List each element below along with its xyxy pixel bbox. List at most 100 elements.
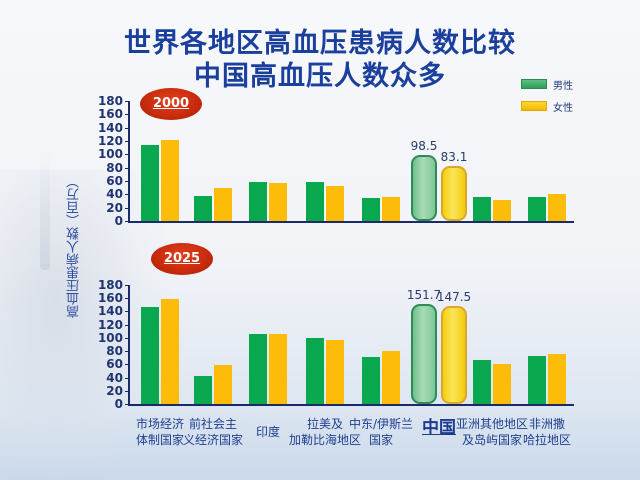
category-label-line2: 加勒比海地区 — [288, 433, 362, 447]
bar-male-0 — [141, 145, 159, 221]
y-tick-mark — [125, 364, 129, 366]
y-tick-mark — [125, 181, 129, 182]
category-label-line2: 哈拉地区 — [522, 433, 572, 447]
y-tick-mark — [125, 194, 129, 196]
bar-female-1 — [214, 187, 232, 221]
y-tick-label: 60 — [106, 357, 123, 372]
y-tick-label: 20 — [106, 383, 123, 398]
bar-male-2 — [249, 333, 267, 404]
bar-male-2 — [249, 181, 267, 221]
y-tick-label: 180 — [97, 94, 123, 108]
y-tick-mark — [125, 101, 129, 102]
y-tick-mark — [125, 404, 129, 405]
category-label-line1: 亚洲其他地区 — [455, 417, 529, 431]
bar-male-3 — [306, 182, 324, 221]
year-badge-2025: 2025 — [151, 243, 213, 275]
bar-female-6 — [493, 363, 511, 404]
category-label-line1: 中东/伊斯兰 — [348, 417, 414, 431]
x-axis-line — [128, 221, 574, 223]
category-label-line2: 国家 — [368, 433, 394, 447]
y-tick-mark — [125, 311, 129, 313]
bar-male-4 — [362, 357, 380, 404]
bar-male-7 — [528, 355, 546, 404]
y-tick-mark — [125, 167, 129, 169]
y-tick-label: 120 — [97, 134, 123, 148]
bar-female-2 — [269, 333, 287, 404]
category-label-line1: 市场经济 — [135, 417, 185, 431]
y-tick-label: 60 — [106, 174, 123, 188]
y-tick-mark — [125, 390, 129, 392]
y-tick-mark — [125, 221, 129, 222]
background-tower-silhouette — [40, 150, 50, 270]
bar-male-0 — [141, 306, 159, 404]
bar-male-1 — [194, 195, 212, 221]
bar-female-0 — [161, 298, 179, 404]
bar-male-5 — [411, 303, 437, 404]
bar-female-0 — [161, 140, 179, 221]
y-tick-mark — [125, 351, 129, 353]
bar-female-7 — [548, 194, 566, 221]
bar-female-3 — [326, 186, 344, 221]
category-label-line2: 及岛屿国家 — [461, 433, 523, 447]
bar-female-5 — [441, 165, 467, 221]
bar-male-3 — [306, 337, 324, 404]
y-tick-mark — [125, 298, 129, 300]
y-tick-mark — [125, 154, 129, 156]
value-label-china-female: 83.1 — [440, 149, 468, 164]
bar-female-4 — [382, 197, 400, 221]
category-label-line1: 前社会主 — [188, 417, 238, 431]
bar-male-7 — [528, 197, 546, 221]
category-label-4: 中东/伊斯兰 国家 — [349, 416, 413, 448]
y-tick-label: 80 — [106, 160, 123, 175]
category-label-line2: 体制国家 — [135, 433, 185, 447]
category-label-6: 亚洲其他地区 及岛屿国家 — [456, 416, 528, 448]
legend-swatch-female — [521, 101, 547, 111]
bar-male-6 — [473, 359, 491, 404]
y-tick-label: 20 — [106, 200, 123, 215]
x-axis-line — [128, 404, 574, 406]
bar-female-3 — [326, 339, 344, 404]
y-tick-label: 80 — [106, 344, 123, 359]
category-label-line1: 拉美及 — [306, 417, 344, 431]
y-tick-mark — [125, 207, 129, 209]
y-tick-label: 140 — [97, 120, 123, 135]
category-label-0: 市场经济 体制国家 — [136, 416, 184, 448]
y-tick-mark — [125, 127, 129, 129]
y-tick-label: 40 — [106, 187, 123, 202]
legend-label-male: 男性 — [553, 80, 573, 92]
y-tick-label: 160 — [97, 107, 123, 122]
legend-item-male: 男性 — [521, 73, 573, 95]
bar-male-1 — [194, 375, 212, 404]
y-tick-mark — [125, 141, 129, 142]
category-label-3: 拉美及 加勒比海地区 — [289, 416, 361, 448]
y-axis-label: 高血压患病人数（百万） — [67, 175, 82, 318]
y-tick-label: 0 — [114, 397, 123, 411]
chart-title-line1: 世界各地区高血压患病人数比较 — [124, 28, 516, 59]
y-axis-line — [128, 285, 130, 405]
category-label-line1: 印度 — [255, 425, 281, 439]
bar-male-5 — [411, 155, 437, 221]
y-tick-mark — [125, 377, 129, 379]
value-label-china-male: 151.7 — [406, 287, 442, 302]
bar-male-6 — [473, 197, 491, 221]
bar-female-6 — [493, 200, 511, 221]
legend-item-female: 女性 — [521, 95, 573, 117]
y-tick-label: 0 — [114, 214, 123, 228]
bar-female-2 — [269, 183, 287, 221]
legend-label-female: 女性 — [553, 102, 573, 114]
bar-female-7 — [548, 353, 566, 404]
y-tick-mark — [125, 324, 129, 326]
legend-swatch-male — [521, 79, 547, 89]
y-tick-mark — [125, 337, 129, 339]
category-label-line1: 中国 — [422, 418, 456, 438]
y-tick-mark — [125, 114, 129, 116]
y-tick-label: 100 — [97, 147, 123, 162]
bar-male-4 — [362, 198, 380, 221]
value-label-china-female: 147.5 — [436, 290, 472, 305]
y-tick-label: 180 — [97, 278, 123, 292]
y-axis-line — [128, 101, 130, 222]
y-tick-mark — [125, 285, 129, 286]
category-label-5: 中国 — [422, 418, 456, 438]
category-label-2: 印度 — [256, 424, 280, 440]
category-label-1: 前社会主 义经济国家 — [183, 416, 243, 448]
